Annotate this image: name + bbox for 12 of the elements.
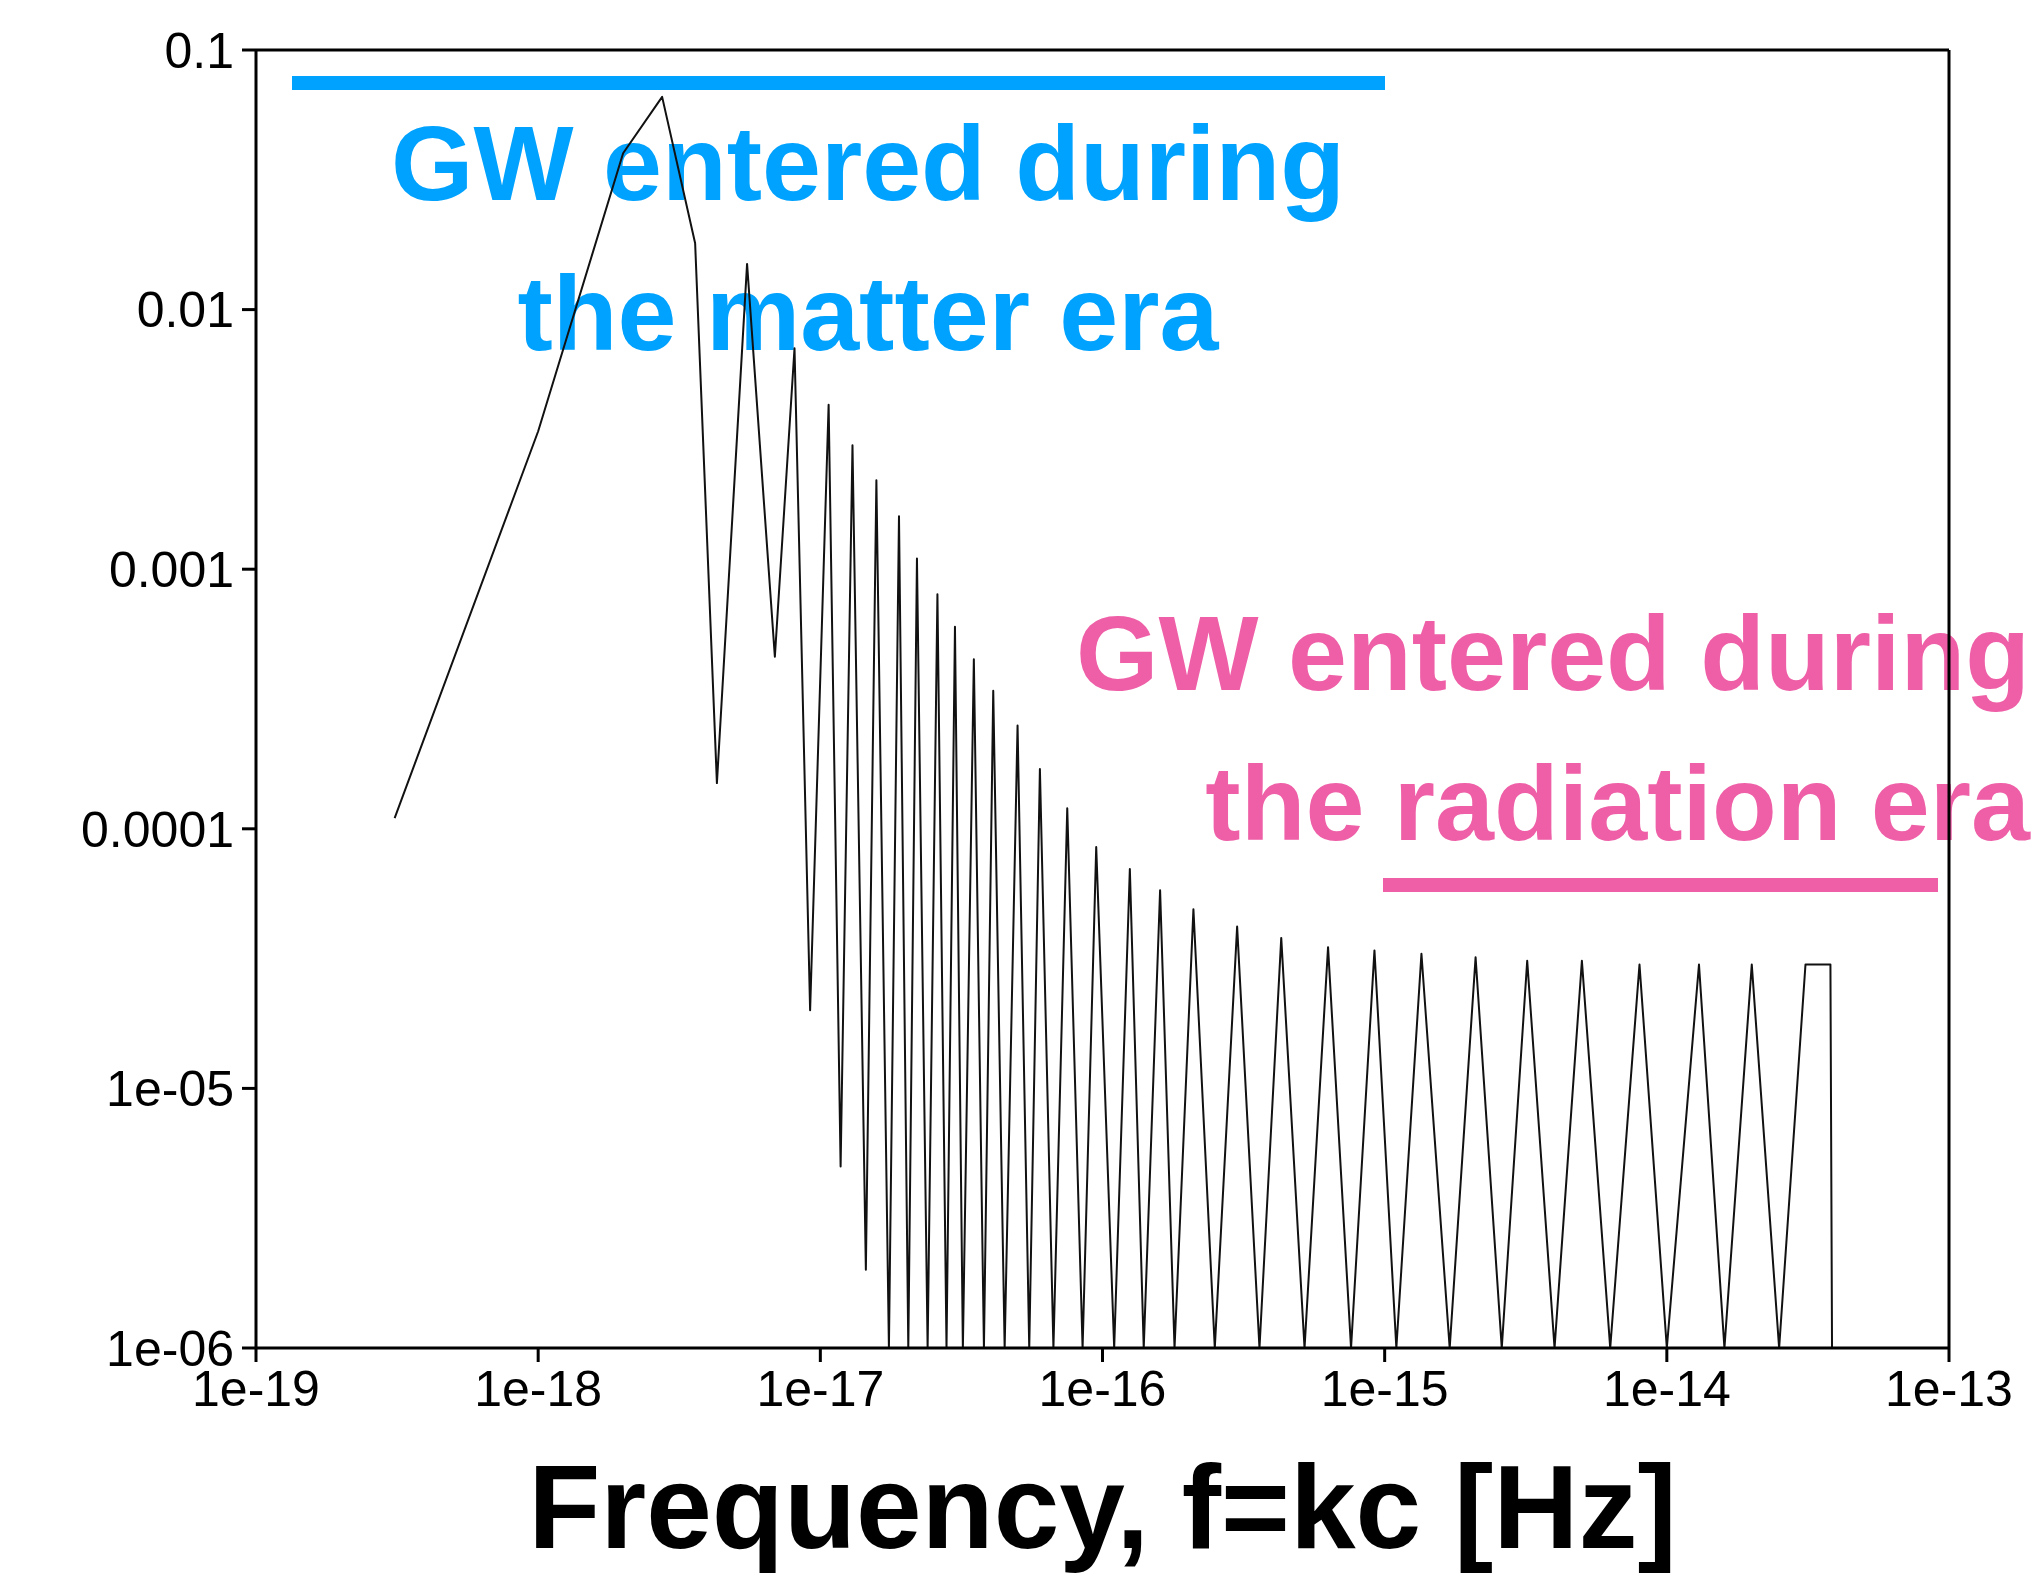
y-tick-label: 0.001 — [108, 541, 234, 598]
x-tick-label: 1e-16 — [1038, 1360, 1167, 1417]
x-tick-label: 1e-13 — [1885, 1360, 2013, 1417]
y-tick-label: 0.0001 — [81, 801, 234, 858]
y-tick-label: 0.1 — [164, 22, 234, 79]
x-tick-label: 1e-18 — [474, 1360, 603, 1417]
y-tick-label: 0.01 — [136, 282, 234, 339]
x-tick-label: 1e-14 — [1602, 1360, 1731, 1417]
x-tick-label: 1e-17 — [756, 1360, 885, 1417]
x-tick-label: 1e-15 — [1320, 1360, 1449, 1417]
y-tick-label: 1e-05 — [106, 1061, 234, 1118]
x-axis-title: Frequency, f=kc [Hz] — [528, 1441, 1677, 1573]
